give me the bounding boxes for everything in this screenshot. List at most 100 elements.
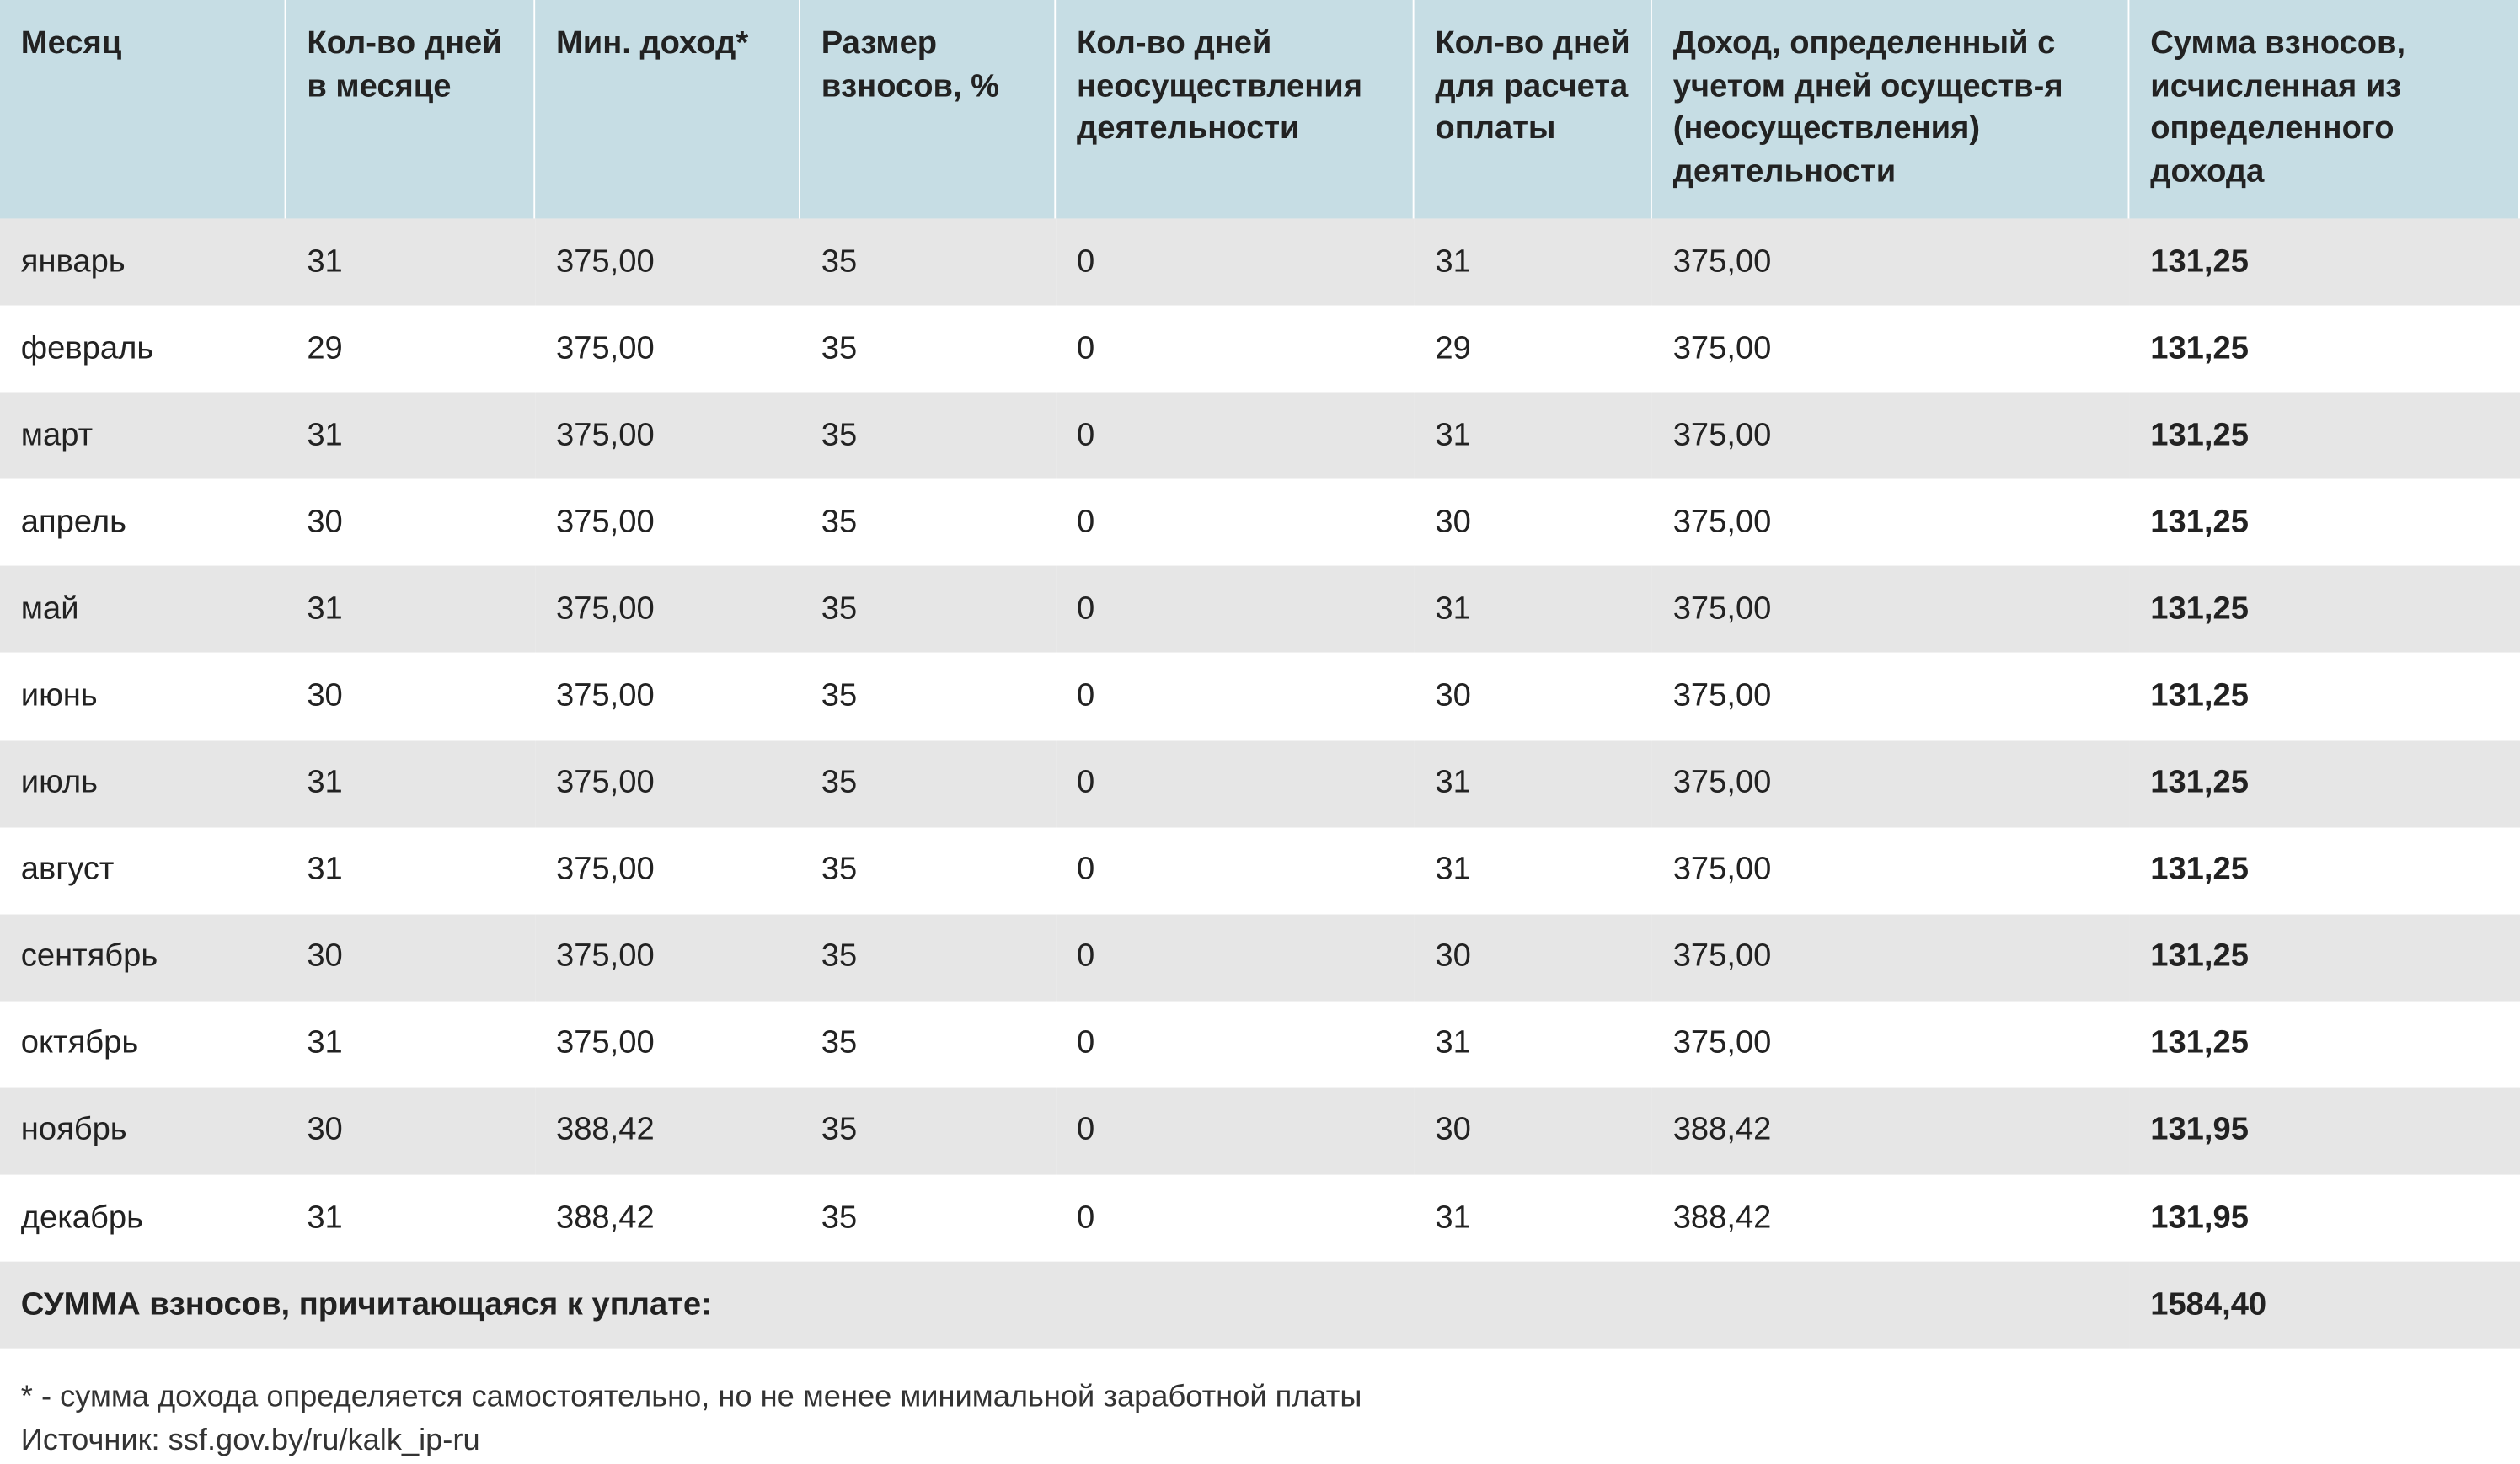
table: Месяц Кол-во дней в месяце Мин. доход* Разм… xyxy=(0,0,2520,1349)
table-cell: 35 xyxy=(800,1087,1057,1175)
table-cell: 31 xyxy=(286,566,536,654)
table-cell: 31 xyxy=(1435,1025,1471,1061)
table-cell: 30 xyxy=(286,1087,536,1175)
table-cell: декабрь xyxy=(20,1200,143,1236)
table-cell: 375,00 xyxy=(1651,218,2130,306)
table-cell: 0 xyxy=(1056,1087,1415,1175)
table-cell: май xyxy=(0,566,286,654)
table-cell: 131,25 xyxy=(2150,504,2249,540)
table-cell: 131,25 xyxy=(2129,218,2520,306)
table-cell: февраль xyxy=(20,330,154,366)
table-cell: 388,42 xyxy=(555,1200,655,1236)
table-cell: 35 xyxy=(821,1200,858,1236)
table-cell: 131,95 xyxy=(2129,1087,2520,1175)
table-cell: 375,00 xyxy=(1651,914,2130,1002)
table-cell: 375,00 xyxy=(535,914,800,1002)
table-cell: 30 xyxy=(1414,1087,1652,1175)
table-cell: 35 xyxy=(800,566,1057,654)
table-cell: 31 xyxy=(1414,566,1652,654)
table-cell: 375,00 xyxy=(535,218,800,306)
table-cell: 131,95 xyxy=(2150,1200,2249,1236)
table-cell: 35 xyxy=(800,392,1057,480)
header-cell: Мин. доход* xyxy=(535,0,800,219)
table-cell: 375,00 xyxy=(1672,330,1772,366)
table-cell: июнь xyxy=(20,678,98,714)
table-cell: 31 xyxy=(286,392,536,480)
table-cell: 375,00 xyxy=(555,852,655,888)
table-cell: 0 xyxy=(1056,566,1415,654)
table-cell: 0 xyxy=(1077,504,1095,540)
table-cell: 375,00 xyxy=(555,1025,655,1061)
table-cell: 0 xyxy=(1077,330,1095,366)
table-cell: 0 xyxy=(1077,852,1095,888)
table-cell: август xyxy=(20,852,115,888)
table-cell: 388,42 xyxy=(1651,1087,2130,1175)
table-cell: 31 xyxy=(1435,852,1471,888)
table-cell: июль xyxy=(0,740,286,827)
header-cell: Размер взносов, % xyxy=(800,0,1057,219)
table-cell: сентябрь xyxy=(0,914,286,1002)
header-cell: Кол-во дней в месяце xyxy=(286,0,536,219)
table-cell: 0 xyxy=(1077,1200,1095,1236)
table-cell: 0 xyxy=(1056,740,1415,827)
table-cell: 31 xyxy=(1414,740,1652,827)
table-cell: март xyxy=(0,392,286,480)
table-cell: 35 xyxy=(821,504,858,540)
table-cell: 0 xyxy=(1056,218,1415,306)
table-cell: 31 xyxy=(1435,1200,1471,1236)
table-cell: 375,00 xyxy=(1672,504,1772,540)
table-cell: апрель xyxy=(20,504,126,540)
table-cell: 131,25 xyxy=(2129,392,2520,480)
table-cell: 375,00 xyxy=(555,504,655,540)
table-cell: 375,00 xyxy=(1651,566,2130,654)
table-cell: 35 xyxy=(821,678,858,714)
table-cell: 388,42 xyxy=(535,1087,800,1175)
table-cell: 31 xyxy=(307,1200,343,1236)
table-cell: 35 xyxy=(821,1025,858,1061)
table-cell: 31 xyxy=(307,1025,343,1061)
table-cell: 0 xyxy=(1056,392,1415,480)
table-cell: 31 xyxy=(1414,218,1652,306)
table-cell: 31 xyxy=(307,852,343,888)
table-cell: 35 xyxy=(800,218,1057,306)
table-cell: 375,00 xyxy=(535,740,800,827)
table-cell: 31 xyxy=(286,740,536,827)
total-value: 1584,40 xyxy=(2129,1261,2520,1349)
table-cell: 375,00 xyxy=(555,330,655,366)
table-cell: 131,25 xyxy=(2129,914,2520,1002)
table-cell: 375,00 xyxy=(1672,852,1772,888)
source: Источник: ssf.gov.by/ru/kalk_ip-ru xyxy=(20,1424,480,1458)
table-cell: 30 xyxy=(307,504,343,540)
table-cell: 375,00 xyxy=(1651,392,2130,480)
table-cell: 375,00 xyxy=(535,392,800,480)
header-cell: Сумма взносов, исчисленная из определенн… xyxy=(2129,0,2520,219)
table-cell: 375,00 xyxy=(555,678,655,714)
header-cell: Кол-во дней для расчета оплаты xyxy=(1414,0,1652,219)
table-cell: 35 xyxy=(800,914,1057,1002)
table-cell: 0 xyxy=(1077,1025,1095,1061)
table-cell: октябрь xyxy=(20,1025,139,1061)
table-cell: 31 xyxy=(1414,392,1652,480)
table-cell: 0 xyxy=(1077,678,1095,714)
table-cell: 0 xyxy=(1056,914,1415,1002)
table-cell: 388,42 xyxy=(1672,1200,1772,1236)
table-cell: 30 xyxy=(1435,678,1471,714)
header-cell: Доход, определенный с учетом дней осущес… xyxy=(1651,0,2130,219)
table-cell: 375,00 xyxy=(1672,678,1772,714)
table-cell: 131,25 xyxy=(2150,1025,2249,1061)
table-cell: 30 xyxy=(307,678,343,714)
table-cell: 375,00 xyxy=(1651,740,2130,827)
table-cell: 29 xyxy=(1435,330,1471,366)
table-cell: 30 xyxy=(1414,914,1652,1002)
table-cell: 35 xyxy=(821,330,858,366)
table-cell: ноябрь xyxy=(0,1087,286,1175)
footnote: * - сумма дохода определяется самостояте… xyxy=(20,1380,1362,1414)
table-cell: 30 xyxy=(286,914,536,1002)
header-cell: Месяц xyxy=(0,0,286,219)
table-cell: 35 xyxy=(800,740,1057,827)
table-cell: 30 xyxy=(1435,504,1471,540)
table-cell: январь xyxy=(0,218,286,306)
table-cell: 131,25 xyxy=(2150,678,2249,714)
table-cell: 131,25 xyxy=(2129,566,2520,654)
